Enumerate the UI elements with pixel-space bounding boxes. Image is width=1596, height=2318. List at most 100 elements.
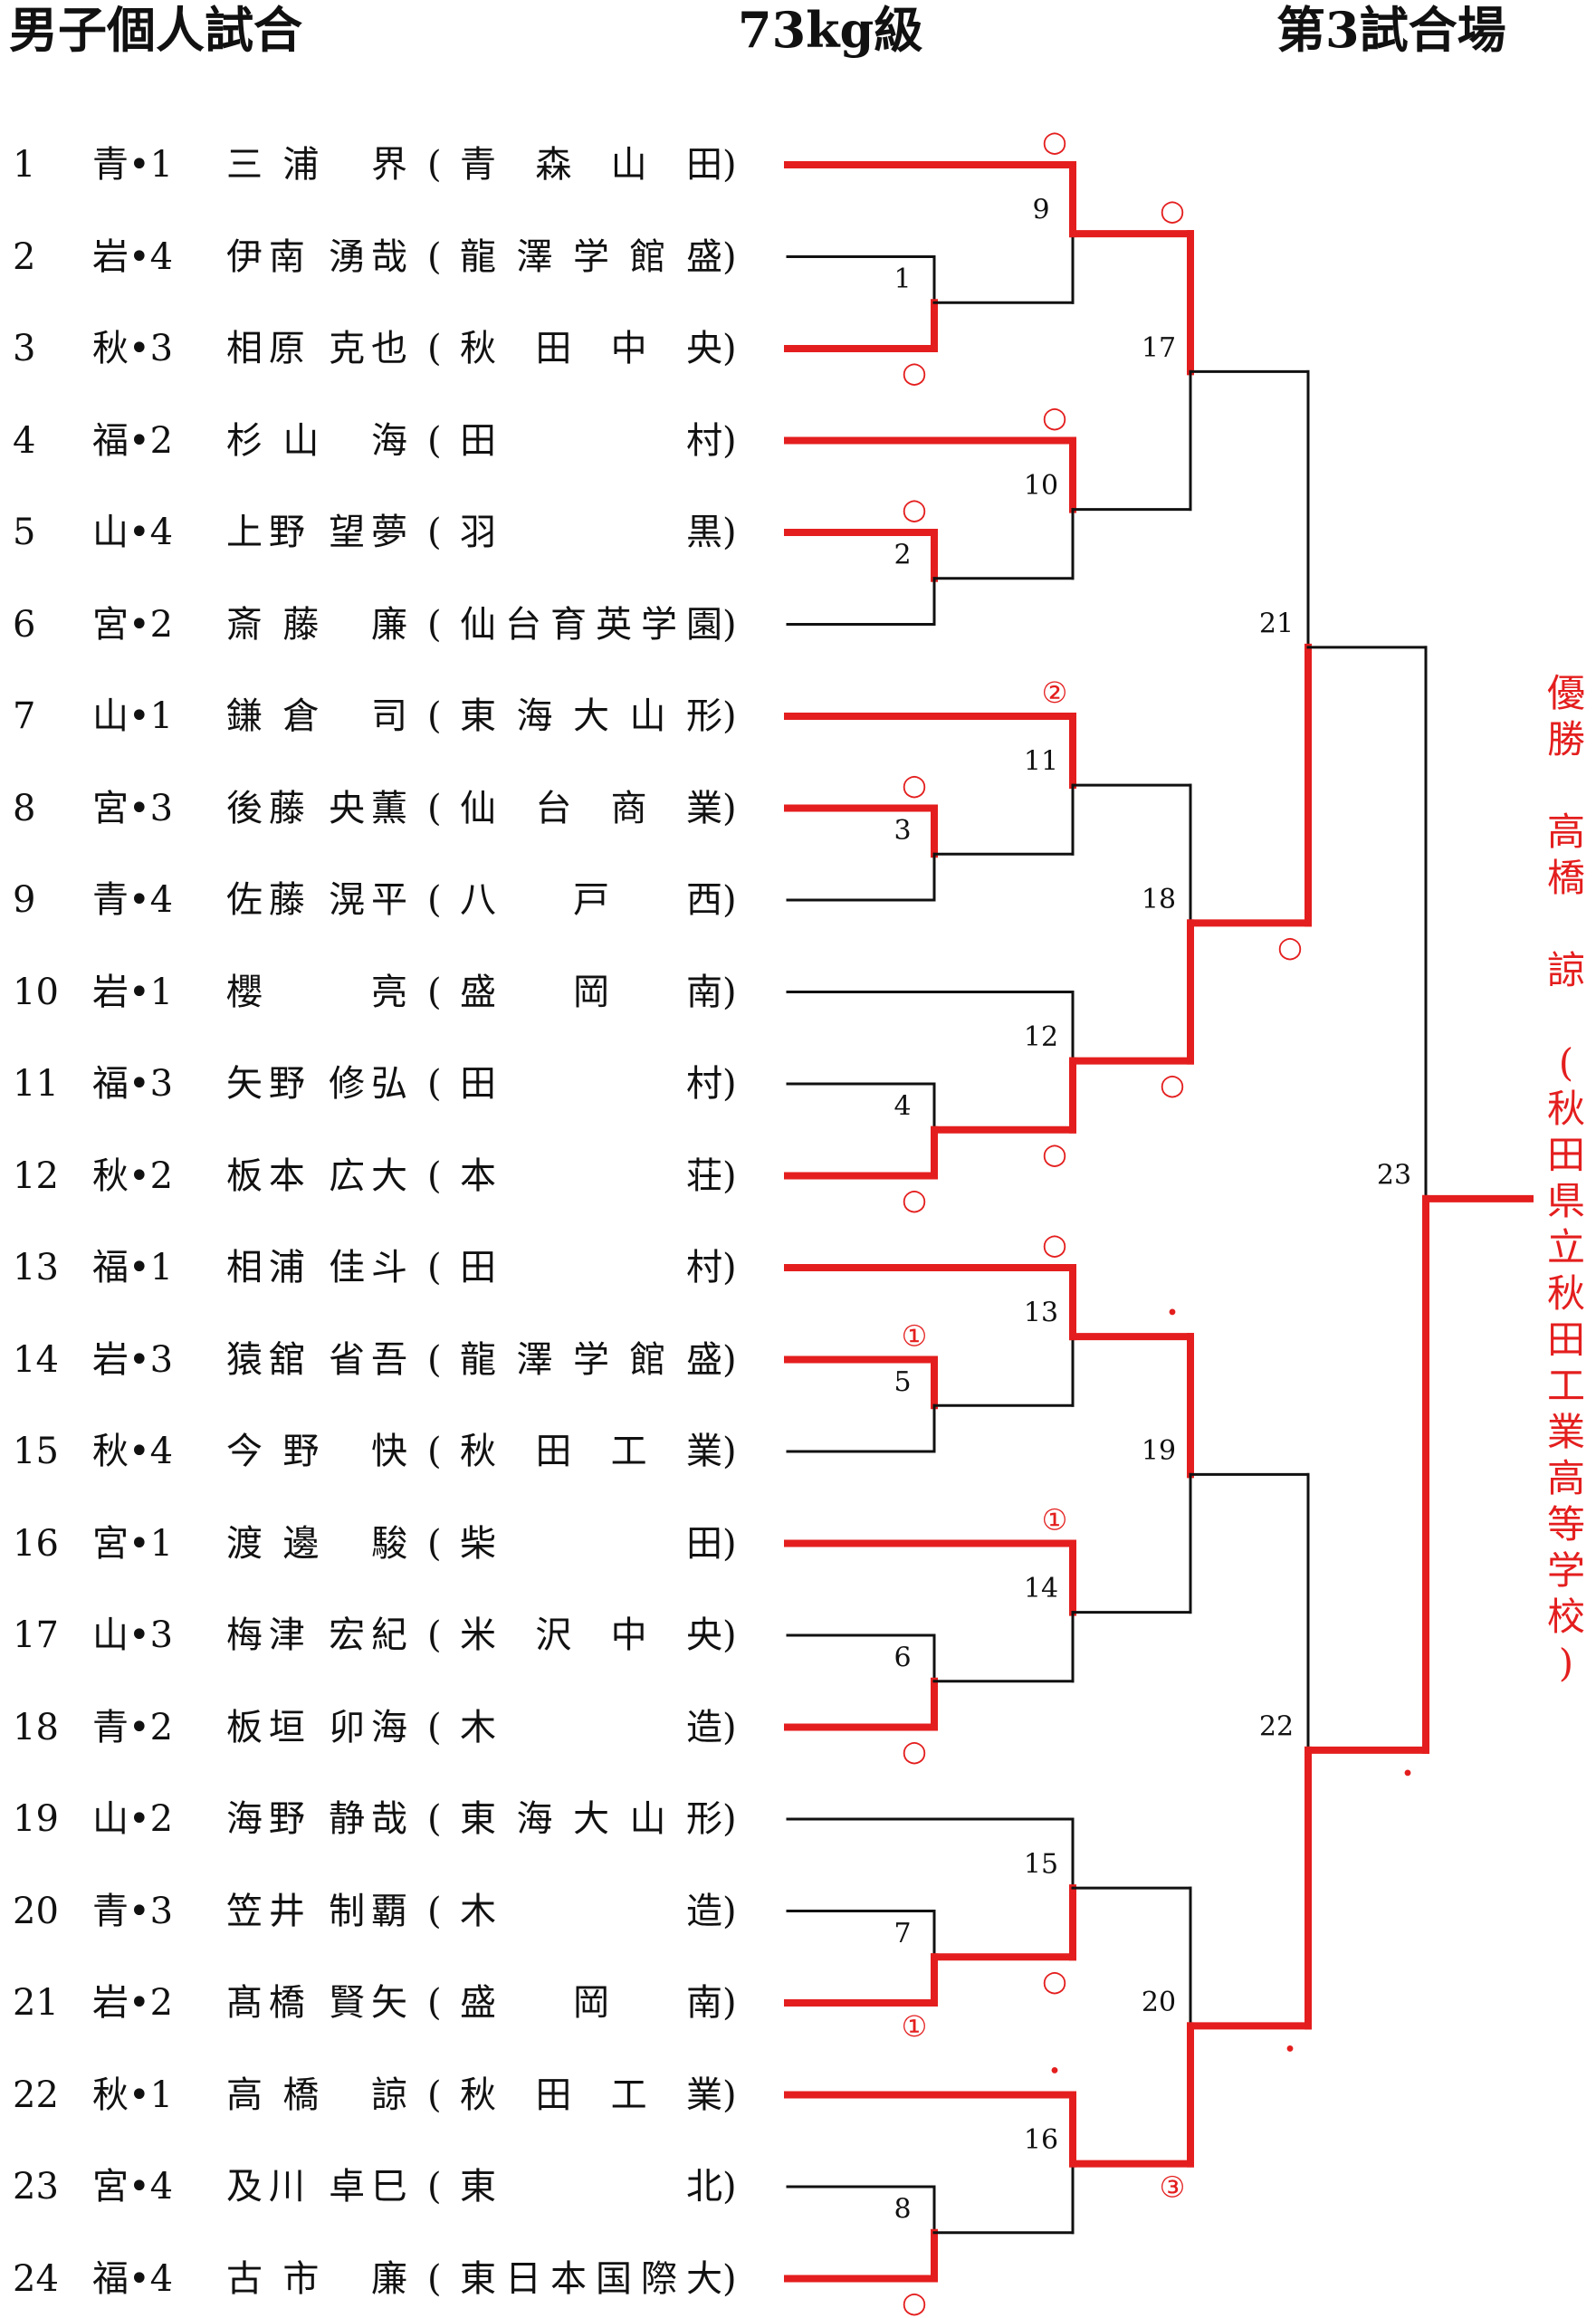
match-number: 11: [1024, 746, 1058, 778]
player-seed: 青•3: [92, 1890, 174, 1932]
player-seed: 山•3: [92, 1614, 174, 1656]
match-number: 3: [894, 815, 911, 847]
player-name: 三浦 界: [226, 144, 407, 186]
match-number: 5: [894, 1366, 911, 1398]
result-mark: ○: [1042, 1136, 1067, 1171]
paren-close: ): [722, 1706, 737, 1748]
result-mark: ・: [1040, 2055, 1069, 2089]
player-number: 20: [13, 1890, 59, 1932]
player-name: 杉山 海: [226, 419, 407, 462]
paren-close: ): [722, 971, 737, 1013]
player-school: 東海大山形: [460, 1798, 722, 1840]
player-seed: 秋•3: [92, 328, 174, 369]
result-mark: ③: [1160, 2170, 1186, 2205]
paren-open: (: [427, 2257, 442, 2300]
paren-close: ): [722, 2074, 737, 2116]
champion-name: 橋: [1546, 856, 1585, 900]
player-name: 板本 広大: [226, 1154, 407, 1197]
player-row: 19 山•2 海野 静哉 (東海大山形): [0, 1783, 788, 1855]
player-row: 2 岩•4 伊南 湧哉 (龍澤学館盛): [0, 221, 788, 293]
paren-open: (: [427, 419, 442, 462]
player-seed: 岩•3: [92, 1338, 174, 1381]
player-number: 9: [13, 879, 36, 921]
match-number: 18: [1142, 884, 1176, 915]
result-mark: ①: [1042, 1503, 1068, 1537]
player-seed: 福•1: [92, 1247, 174, 1288]
match-number: 20: [1142, 1987, 1176, 2018]
player-school: 木造: [460, 1890, 722, 1932]
player-row: 11 福•3 矢野 修弘 (田村): [0, 1048, 788, 1120]
paren-open: (: [427, 235, 442, 278]
match-number: 19: [1142, 1435, 1176, 1467]
champion-name: 諒: [1546, 948, 1585, 992]
player-row: 15 秋•4 今野 快 (秋田工業): [0, 1415, 788, 1488]
paren-open: (: [427, 879, 442, 921]
player-number: 6: [13, 603, 36, 646]
champion-school: 秋: [1546, 1271, 1585, 1316]
player-number: 22: [13, 2074, 59, 2116]
paren-open: (: [427, 1431, 442, 1472]
paren-open: (: [427, 971, 442, 1013]
player-row: 21 岩•2 髙橋 賢矢 (盛岡南): [0, 1967, 788, 2039]
paren-open: (: [427, 1154, 442, 1197]
paren-close: ): [722, 1154, 737, 1197]
player-seed: 青•1: [92, 144, 174, 186]
player-number: 7: [13, 695, 36, 737]
result-mark: ○: [902, 355, 927, 389]
player-seed: 山•1: [92, 695, 174, 737]
match-number: 12: [1024, 1021, 1058, 1053]
player-seed: 岩•4: [92, 235, 174, 278]
player-name: 櫻 亮: [226, 971, 407, 1013]
paren-open: (: [427, 695, 442, 737]
player-school: 田村: [460, 1247, 722, 1288]
champion-label: 勝: [1546, 717, 1585, 761]
player-school: 東日本国際大: [460, 2257, 722, 2300]
match-number: 15: [1024, 1849, 1058, 1881]
paren-close: ): [722, 419, 737, 462]
match-number: 2: [894, 539, 911, 570]
player-number: 14: [13, 1338, 59, 1381]
player-school: 仙台商業: [460, 787, 722, 829]
match-number: 6: [894, 1642, 911, 1673]
player-number: 3: [13, 328, 36, 369]
player-seed: 岩•1: [92, 971, 174, 1013]
player-school: 秋田中央: [460, 328, 722, 369]
player-name: 海野 静哉: [226, 1798, 407, 1840]
player-seed: 宮•1: [92, 1522, 174, 1565]
player-seed: 福•2: [92, 419, 174, 462]
result-mark: ・: [1393, 1757, 1422, 1791]
player-name: 相原 克也: [226, 328, 407, 369]
champion-school: 田: [1546, 1133, 1585, 1177]
champion-school: 学: [1546, 1548, 1585, 1593]
weight-class: 73kg級: [738, 1, 923, 59]
match-number: 8: [894, 2193, 911, 2225]
champion-school: 等: [1546, 1502, 1585, 1547]
result-mark: ○: [1042, 1227, 1067, 1261]
player-school: 羽黒: [460, 512, 722, 553]
paren-open: (: [427, 1982, 442, 2024]
player-seed: 福•4: [92, 2257, 174, 2300]
paren-open: (: [427, 1063, 442, 1105]
result-mark: ○: [902, 2285, 927, 2318]
player-seed: 山•4: [92, 512, 174, 553]
match-number: 14: [1024, 1573, 1058, 1604]
match-number: 21: [1259, 608, 1294, 639]
match-number: 1: [894, 263, 911, 295]
paren-open: (: [427, 1890, 442, 1932]
player-row: 10 岩•1 櫻 亮 (盛岡南): [0, 956, 788, 1029]
page-title: 男子個人試合: [9, 1, 302, 59]
result-mark: ○: [1042, 400, 1067, 435]
player-row: 12 秋•2 板本 広大 (本荘): [0, 1140, 788, 1212]
champion-school: 秋: [1546, 1087, 1585, 1131]
player-row: 8 宮•3 後藤 央薫 (仙台商業): [0, 772, 788, 845]
player-row: 20 青•3 笠井 制覇 (木造): [0, 1875, 788, 1948]
paren-close: ): [722, 2257, 737, 2300]
player-name: 鎌倉 司: [226, 695, 407, 737]
paren-close: ): [722, 512, 737, 553]
result-mark: ・: [1158, 1296, 1187, 1330]
player-name: 及川 卓巳: [226, 2166, 407, 2208]
champion-school: ): [1558, 1641, 1574, 1685]
player-name: 伊南 湧哉: [226, 235, 407, 278]
player-row: 13 福•1 相浦 佳斗 (田村): [0, 1231, 788, 1304]
player-seed: 秋•2: [92, 1154, 174, 1197]
